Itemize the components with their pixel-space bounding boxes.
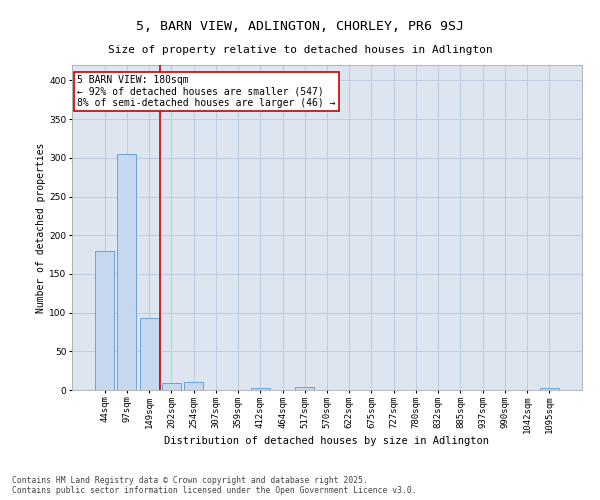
Bar — [118, 154, 136, 390]
Bar — [540, 388, 559, 390]
Bar — [251, 388, 270, 390]
Text: 5 BARN VIEW: 180sqm
← 92% of detached houses are smaller (547)
8% of semi-detach: 5 BARN VIEW: 180sqm ← 92% of detached ho… — [77, 74, 335, 108]
Bar — [295, 387, 314, 390]
Bar — [95, 250, 114, 390]
Text: Contains HM Land Registry data © Crown copyright and database right 2025.
Contai: Contains HM Land Registry data © Crown c… — [12, 476, 416, 495]
Text: Size of property relative to detached houses in Adlington: Size of property relative to detached ho… — [107, 45, 493, 55]
Text: 5, BARN VIEW, ADLINGTON, CHORLEY, PR6 9SJ: 5, BARN VIEW, ADLINGTON, CHORLEY, PR6 9S… — [136, 20, 464, 33]
Y-axis label: Number of detached properties: Number of detached properties — [37, 142, 46, 312]
Bar — [140, 318, 158, 390]
X-axis label: Distribution of detached houses by size in Adlington: Distribution of detached houses by size … — [164, 436, 490, 446]
Bar — [162, 383, 181, 390]
Bar — [184, 382, 203, 390]
